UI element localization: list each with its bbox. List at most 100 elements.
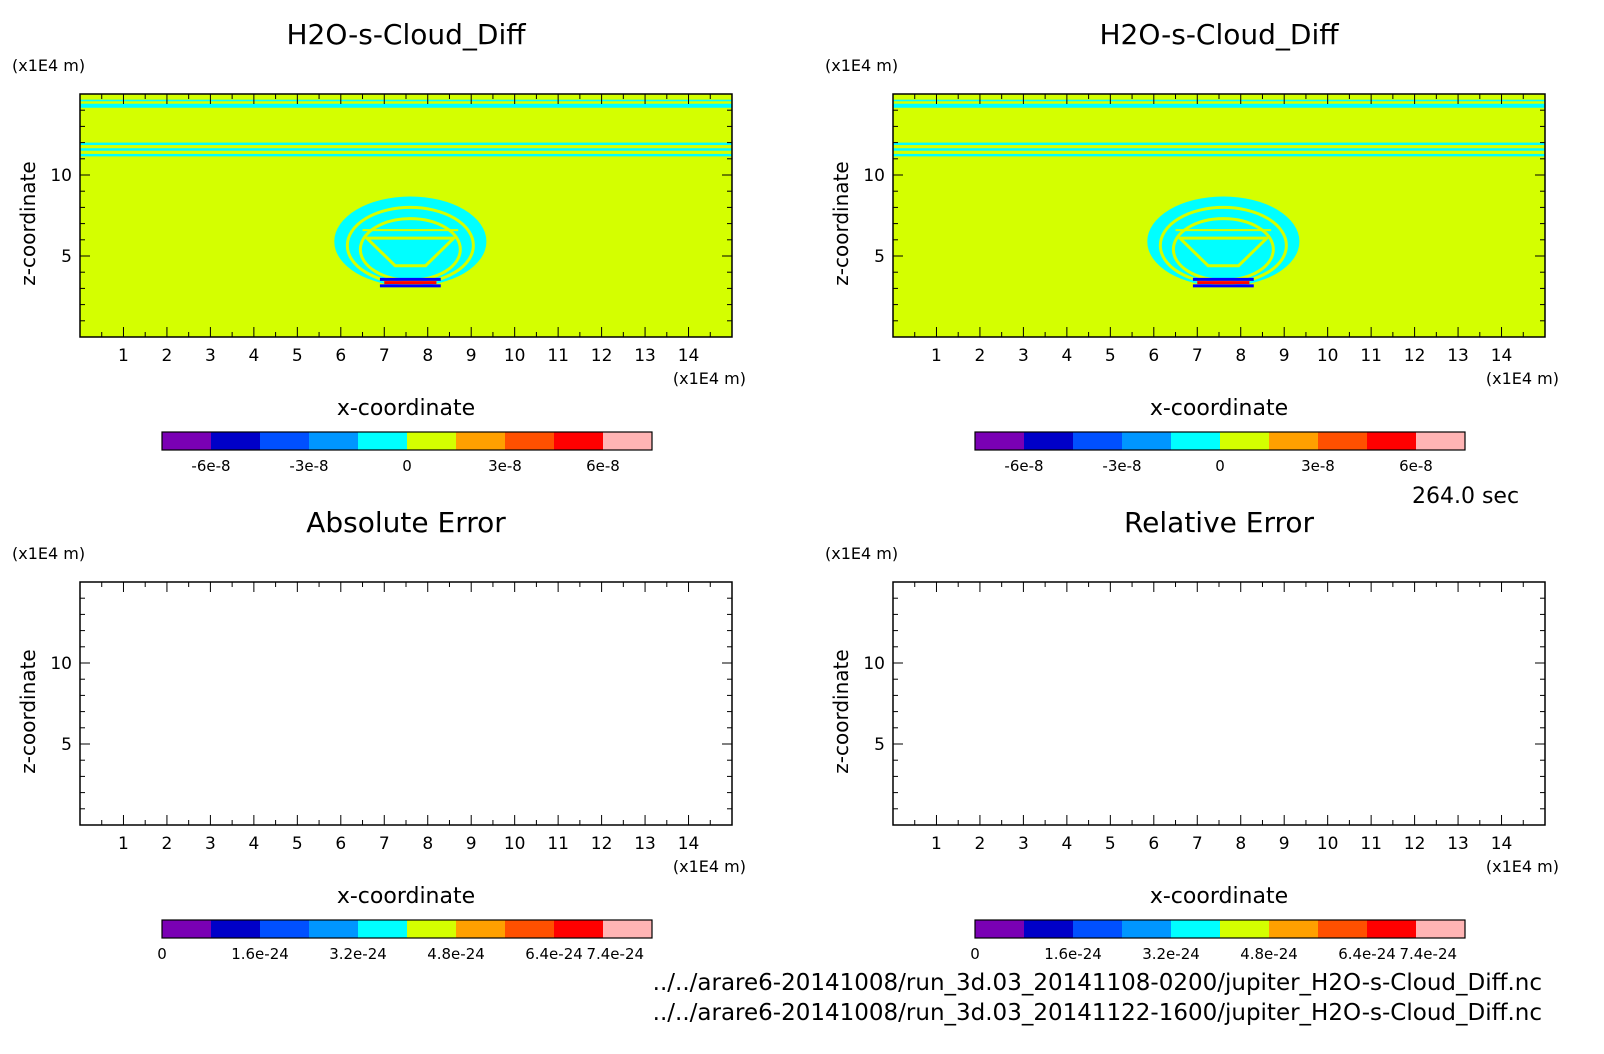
colorbar-segment (407, 920, 456, 938)
x-tick-label: 2 (975, 346, 986, 366)
x-tick-label: 12 (591, 346, 613, 366)
chart-title: Relative Error (1124, 506, 1315, 539)
colorbar-tick-label: 0 (970, 945, 980, 963)
y-unit-label: (x1E4 m) (825, 544, 898, 563)
x-tick-label: 7 (1192, 346, 1203, 366)
colorbar-tick-label: 0 (157, 945, 167, 963)
y-tick-label: 10 (50, 654, 72, 674)
cloud-band-top-inner (80, 101, 732, 104)
colorbar-tick-label: 1.6e-24 (231, 945, 289, 963)
cloud-contour-inner (363, 236, 458, 268)
colorbar-segment (1269, 920, 1318, 938)
x-tick-label: 8 (1235, 346, 1246, 366)
chart-panel-2: H2O-s-Cloud_Diff(x1E4 m)1 2 3 4 5 6 7 8 9 10 11 12 1… (825, 18, 1559, 475)
colorbar-segment (603, 920, 652, 938)
colorbar-segment (1220, 432, 1269, 450)
colorbar-segment (975, 920, 1024, 938)
colorbar-tick-label: -3e-8 (1102, 457, 1141, 475)
colorbar-segment (260, 920, 309, 938)
colorbar-segment (505, 920, 554, 938)
colorbar-segment (1318, 920, 1367, 938)
file-path-1: ../../arare6-20141008/run_3d.03_20141108… (652, 970, 1542, 996)
x-unit-label: (x1E4 m) (673, 857, 746, 876)
plot-frame (892, 581, 1546, 826)
negative-accent-band (1192, 277, 1254, 281)
colorbar-frame (974, 919, 1466, 939)
cloud-blob (1147, 196, 1300, 287)
x-tick-label: 13 (1447, 346, 1469, 366)
x-axis-label: x-coordinate (337, 884, 475, 909)
x-tick-label: 1 (931, 834, 942, 854)
cloud-band-1 (80, 142, 732, 146)
x-tick-label: 9 (466, 834, 477, 854)
colorbar-segment (456, 432, 505, 450)
colorbar-segment (358, 432, 407, 450)
colorbar-segment (1122, 920, 1171, 938)
colorbar-segment (1416, 432, 1465, 450)
x-tick-label: 3 (205, 346, 216, 366)
colorbar-segment (505, 432, 554, 450)
colorbar-frame (161, 431, 653, 451)
colorbar-tick-label: 4.8e-24 (1240, 945, 1298, 963)
colorbar-tick-label: 6.4e-24 (525, 945, 583, 963)
x-axis-label: x-coordinate (1150, 396, 1288, 421)
colorbar-segment (554, 920, 603, 938)
colorbar-segment (358, 920, 407, 938)
x-unit-label: (x1E4 m) (1486, 369, 1559, 388)
x-tick-label: 13 (1447, 834, 1469, 854)
x-tick-label: 11 (1360, 834, 1382, 854)
file-path-2: ../../arare6-20141008/run_3d.03_20141122… (652, 1000, 1542, 1026)
x-tick-label: 7 (379, 346, 390, 366)
x-tick-label: 10 (1317, 346, 1339, 366)
y-unit-label: (x1E4 m) (825, 56, 898, 75)
y-tick-label: 5 (874, 247, 885, 267)
colorbar-segment (975, 432, 1024, 450)
colorbar-segment (1171, 920, 1220, 938)
y-axis-label: z-coordinate (16, 161, 40, 285)
x-tick-label: 12 (1404, 834, 1426, 854)
colorbar-tick-label: 3.2e-24 (329, 945, 387, 963)
x-tick-label: 9 (1279, 346, 1290, 366)
x-tick-label: 7 (1192, 834, 1203, 854)
colorbar-tick-label: 6.4e-24 (1338, 945, 1396, 963)
cloud-blob (334, 196, 487, 287)
x-tick-label: 6 (1148, 346, 1159, 366)
x-unit-label: (x1E4 m) (673, 369, 746, 388)
y-tick-label: 5 (61, 735, 72, 755)
x-tick-label: 1 (931, 346, 942, 366)
negative-accent-band (379, 277, 441, 281)
x-tick-label: 4 (1061, 834, 1072, 854)
x-tick-label: 10 (504, 346, 526, 366)
colorbar-tick-label: 3e-8 (1301, 457, 1335, 475)
y-unit-label: (x1E4 m) (12, 56, 85, 75)
y-tick-label: 10 (50, 166, 72, 186)
x-tick-label: 8 (1235, 834, 1246, 854)
x-tick-label: 14 (1491, 346, 1513, 366)
colorbar-segment (603, 432, 652, 450)
colorbar-segment (211, 432, 260, 450)
cloud-contour-inner (1176, 236, 1271, 268)
colorbar-segment (1024, 432, 1073, 450)
x-tick-label: 2 (162, 346, 173, 366)
chart-title: H2O-s-Cloud_Diff (286, 18, 526, 51)
x-tick-label: 9 (466, 346, 477, 366)
chart-panel-4: Relative Error(x1E4 m)1 2 3 4 5 6 7 8 9 10 11 12 13 1… (825, 506, 1559, 963)
y-axis-label: z-coordinate (829, 649, 853, 773)
colorbar-segment (1367, 432, 1416, 450)
chart-title: Absolute Error (306, 506, 506, 539)
x-tick-label: 8 (422, 346, 433, 366)
chart-panel-1: H2O-s-Cloud_Diff(x1E4 m)1 2 3 4 5 6 7 8 9 10 11 12 1… (12, 18, 746, 475)
y-tick-label: 5 (874, 735, 885, 755)
colorbar-segment (1367, 920, 1416, 938)
colorbar-segment (1416, 920, 1465, 938)
x-tick-label: 9 (1279, 834, 1290, 854)
x-tick-label: 6 (335, 346, 346, 366)
x-tick-label: 13 (634, 346, 656, 366)
x-tick-label: 5 (292, 346, 303, 366)
chart-title: H2O-s-Cloud_Diff (1099, 18, 1339, 51)
x-tick-label: 5 (292, 834, 303, 854)
colorbar-segment (407, 432, 456, 450)
x-tick-label: 3 (205, 834, 216, 854)
time-label: 264.0 sec (1412, 484, 1520, 509)
cloud-band-1 (893, 142, 1545, 146)
